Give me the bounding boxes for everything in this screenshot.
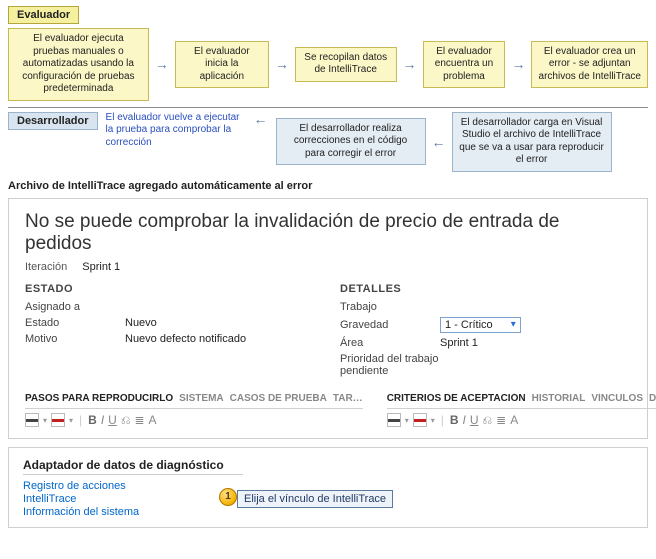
dropdown-value: 1 - Crítico	[445, 319, 493, 331]
toolbar-separator: |	[441, 413, 444, 427]
italic-button[interactable]: I	[463, 413, 466, 427]
field-label: Trabajo	[340, 301, 440, 313]
evaluator-flow-row: El evaluador ejecuta pruebas manuales o …	[8, 28, 648, 101]
field-label: Gravedad	[340, 319, 440, 331]
evaluator-step: El evaluador ejecuta pruebas manuales o …	[8, 28, 149, 101]
diagram-caption: Archivo de IntelliTrace agregado automát…	[0, 176, 656, 194]
rich-text-toolbar-left: ▾ ▾ | BIU ⎌≣ A	[25, 409, 363, 430]
field-row: ÁreaSprint 1	[340, 337, 631, 349]
arrow-left-icon: ←	[254, 112, 268, 126]
workflow-diagram: Evaluador El evaluador ejecuta pruebas m…	[0, 0, 656, 176]
iteration-value: Sprint 1	[82, 261, 120, 273]
field-row: Gravedad 1 - Crítico ▾	[340, 317, 631, 333]
details-column: DETALLES Trabajo Gravedad 1 - Crítico ▾ Área…	[340, 283, 631, 381]
tab[interactable]: TAR…	[333, 393, 363, 404]
color-swatch[interactable]	[413, 413, 427, 427]
diagnostic-heading: Adaptador de datos de diagnóstico	[23, 458, 243, 475]
tab[interactable]: PASOS PARA REPRODUCIRLO	[25, 393, 173, 404]
evaluator-step: El evaluador crea un error - se adjuntan…	[531, 41, 648, 89]
underline-button[interactable]: U	[470, 413, 479, 427]
role-developer-label: Desarrollador	[8, 112, 98, 130]
arrow-right-icon: →	[275, 57, 289, 71]
details-heading: DETALLES	[340, 283, 631, 295]
diagnostic-panel: Adaptador de datos de diagnóstico Regist…	[8, 447, 648, 528]
list-button[interactable]: ≣	[496, 413, 506, 427]
callout-badge: 1	[219, 488, 237, 506]
field-label: Estado	[25, 317, 125, 329]
rich-text-toolbar-right: ▾ ▾ | BIU ⎌≣ A	[387, 409, 656, 430]
chevron-down-icon[interactable]: ▾	[43, 416, 47, 425]
underline-button[interactable]: U	[108, 413, 117, 427]
field-label: Área	[340, 337, 440, 349]
field-row: Prioridad del trabajo pendiente	[340, 353, 631, 377]
italic-button[interactable]: I	[101, 413, 104, 427]
evaluator-step: El evaluador encuentra un problema	[423, 41, 506, 89]
callout-tooltip: Elija el vínculo de IntelliTrace	[237, 490, 393, 508]
tab[interactable]: HISTORIAL	[532, 393, 586, 404]
role-evaluator-label: Evaluador	[8, 6, 79, 24]
field-value: Nuevo defecto notificado	[125, 333, 246, 345]
tabs-left: PASOS PARA REPRODUCIRLO SISTEMA CASOS DE P…	[25, 393, 363, 409]
toolbar-separator: |	[79, 413, 82, 427]
color-swatch[interactable]	[387, 413, 401, 427]
iteration-label: Iteración	[25, 261, 67, 273]
tab[interactable]: CASOS DE PRUEBA	[230, 393, 327, 404]
severity-dropdown[interactable]: 1 - Crítico ▾	[440, 317, 521, 333]
color-swatch[interactable]	[51, 413, 65, 427]
bug-form-panel: No se puede comprobar la invalidación de…	[8, 198, 648, 439]
state-heading: ESTADO	[25, 283, 316, 295]
undo-button[interactable]: ⎌	[483, 413, 493, 428]
bold-button[interactable]: B	[88, 413, 97, 427]
chevron-down-icon: ▾	[511, 319, 516, 330]
field-row: EstadoNuevo	[25, 317, 316, 329]
tab[interactable]: DAT…	[649, 393, 656, 404]
color-swatch[interactable]	[25, 413, 39, 427]
field-label: Prioridad del trabajo pendiente	[340, 353, 440, 377]
developer-step: El desarrollador carga en Visual Studio …	[452, 112, 612, 172]
iteration-row: Iteración Sprint 1	[25, 261, 631, 273]
field-value: Nuevo	[125, 317, 157, 329]
developer-step: El desarrollador realiza correcciones en…	[276, 118, 426, 166]
tab[interactable]: CRITERIOS DE ACEPTACIÓN	[387, 393, 526, 404]
developer-flow-row: Desarrollador El evaluador vuelve a ejec…	[8, 112, 648, 172]
tabs-right: CRITERIOS DE ACEPTACIÓN HISTORIAL VÍNCULOS…	[387, 393, 656, 409]
arrow-left-icon: ←	[432, 135, 446, 149]
bold-button[interactable]: B	[450, 413, 459, 427]
arrow-right-icon: →	[155, 57, 169, 71]
field-row: Asignado a	[25, 301, 316, 313]
chevron-down-icon[interactable]: ▾	[431, 416, 435, 425]
list-button[interactable]: ≣	[134, 413, 144, 427]
field-label: Motivo	[25, 333, 125, 345]
chevron-down-icon[interactable]: ▾	[405, 416, 409, 425]
font-button[interactable]: A	[510, 413, 518, 427]
field-row: MotivoNuevo defecto notificado	[25, 333, 316, 345]
font-button[interactable]: A	[149, 413, 157, 427]
loop-back-text: El evaluador vuelve a ejecutar la prueba…	[106, 112, 246, 150]
tab[interactable]: VÍNCULOS	[591, 393, 643, 404]
undo-button[interactable]: ⎌	[121, 413, 131, 428]
arrow-right-icon: →	[403, 57, 417, 71]
field-row: Trabajo	[340, 301, 631, 313]
field-value: Sprint 1	[440, 337, 478, 349]
field-label: Asignado a	[25, 301, 125, 313]
chevron-down-icon[interactable]: ▾	[69, 416, 73, 425]
bug-title: No se puede comprobar la invalidación de…	[25, 211, 631, 255]
arrow-right-icon: →	[511, 57, 525, 71]
evaluator-step: Se recopilan datos de IntelliTrace	[295, 47, 397, 82]
evaluator-step: El evaluador inicia la aplicación	[175, 41, 269, 89]
role-divider	[8, 107, 648, 108]
tab[interactable]: SISTEMA	[179, 393, 223, 404]
state-column: ESTADO Asignado aEstadoNuevoMotivoNuevo …	[25, 283, 316, 381]
